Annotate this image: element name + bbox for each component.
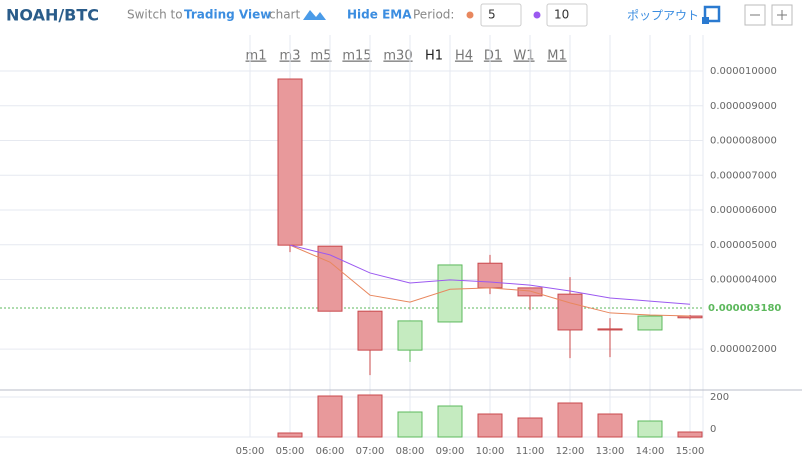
x-tick-label: 05:00 bbox=[236, 446, 265, 457]
ema-dot bbox=[466, 11, 474, 19]
x-tick-label: 08:00 bbox=[396, 446, 425, 457]
y-tick-label: 0.000004000 bbox=[710, 275, 777, 286]
candle-body bbox=[437, 264, 463, 323]
candle-body bbox=[357, 310, 383, 351]
timeframe-button[interactable]: m30 bbox=[383, 49, 412, 64]
timeframe-button[interactable]: M1 bbox=[547, 49, 567, 64]
volume-bar bbox=[597, 413, 623, 438]
volume-bar bbox=[317, 395, 343, 438]
timeframe-button[interactable]: H1 bbox=[425, 49, 443, 64]
volume-bar bbox=[357, 394, 383, 438]
ema-period-value: 10 bbox=[554, 8, 569, 22]
x-tick-label: 14:00 bbox=[636, 446, 665, 457]
volume-tick-label: 0 bbox=[710, 424, 716, 435]
x-tick-label: 11:00 bbox=[516, 446, 545, 457]
timeframe-button[interactable]: m5 bbox=[311, 49, 332, 64]
ema-line bbox=[289, 244, 691, 317]
ema-dot bbox=[533, 11, 541, 19]
candle-body bbox=[557, 293, 583, 331]
pair-title: NOAH/BTC bbox=[6, 6, 99, 25]
timeframe-button[interactable]: H4 bbox=[455, 49, 473, 64]
plot: m1 m3 m5 m15 m30 H1 H4 D1 W1 M10.0000020000.00000… bbox=[0, 35, 781, 457]
candle-body bbox=[317, 245, 343, 312]
volume-bar bbox=[397, 411, 423, 438]
timeframe-button[interactable]: D1 bbox=[484, 49, 502, 64]
ema-period-input[interactable] bbox=[480, 3, 522, 27]
y-tick-label: 0.000002000 bbox=[710, 344, 777, 355]
timeframe-button[interactable]: m15 bbox=[342, 49, 371, 64]
y-tick-label: 0.000010000 bbox=[710, 66, 777, 77]
hide-ema-button[interactable]: Hide EMA bbox=[347, 8, 412, 22]
ema-period-value: 5 bbox=[488, 8, 496, 22]
candle-body bbox=[637, 315, 663, 331]
volume-bar bbox=[437, 405, 463, 438]
x-tick-label: 15:00 bbox=[676, 446, 705, 457]
x-tick-label: 05:00 bbox=[276, 446, 305, 457]
switch-prefix: Switch to bbox=[127, 8, 183, 22]
y-tick-label: 0.000009000 bbox=[710, 101, 777, 112]
trading-view-link[interactable]: Trading View bbox=[184, 8, 271, 22]
volume-bar bbox=[277, 432, 303, 438]
volume-bar bbox=[557, 402, 583, 438]
volume-bar bbox=[677, 431, 703, 438]
last-price-label: 0.000003180 bbox=[708, 303, 781, 314]
switch-suffix: chart bbox=[269, 8, 300, 22]
volume-bar bbox=[477, 413, 503, 438]
ema-period-input[interactable] bbox=[546, 3, 588, 27]
volume-bar bbox=[637, 420, 663, 438]
volume-bar bbox=[517, 417, 543, 438]
popout-icon[interactable] bbox=[702, 5, 721, 24]
y-tick-label: 0.000008000 bbox=[710, 136, 777, 147]
zoom-in-button[interactable] bbox=[771, 4, 793, 26]
timeframe-button[interactable]: m1 bbox=[246, 49, 267, 64]
timeframe-button[interactable]: W1 bbox=[513, 49, 534, 64]
candle-body bbox=[397, 320, 423, 351]
x-tick-label: 06:00 bbox=[316, 446, 345, 457]
y-tick-label: 0.000006000 bbox=[710, 205, 777, 216]
popout-link[interactable]: ポップアウト bbox=[627, 9, 699, 23]
zoom-out-button[interactable] bbox=[744, 4, 766, 26]
x-tick-label: 07:00 bbox=[356, 446, 385, 457]
candle-body bbox=[517, 287, 543, 297]
ema-line bbox=[289, 244, 691, 305]
volume-tick-label: 200 bbox=[710, 392, 729, 403]
x-tick-label: 09:00 bbox=[436, 446, 465, 457]
candle-body bbox=[597, 328, 623, 331]
candle-body bbox=[477, 262, 503, 289]
period-label: Period: bbox=[413, 8, 454, 22]
y-tick-label: 0.000005000 bbox=[710, 240, 777, 251]
x-tick-label: 13:00 bbox=[596, 446, 625, 457]
candle-body bbox=[277, 78, 303, 246]
trading-view-icon[interactable] bbox=[303, 10, 326, 20]
x-tick-label: 12:00 bbox=[556, 446, 585, 457]
x-tick-label: 10:00 bbox=[476, 446, 505, 457]
y-tick-label: 0.000007000 bbox=[710, 170, 777, 181]
